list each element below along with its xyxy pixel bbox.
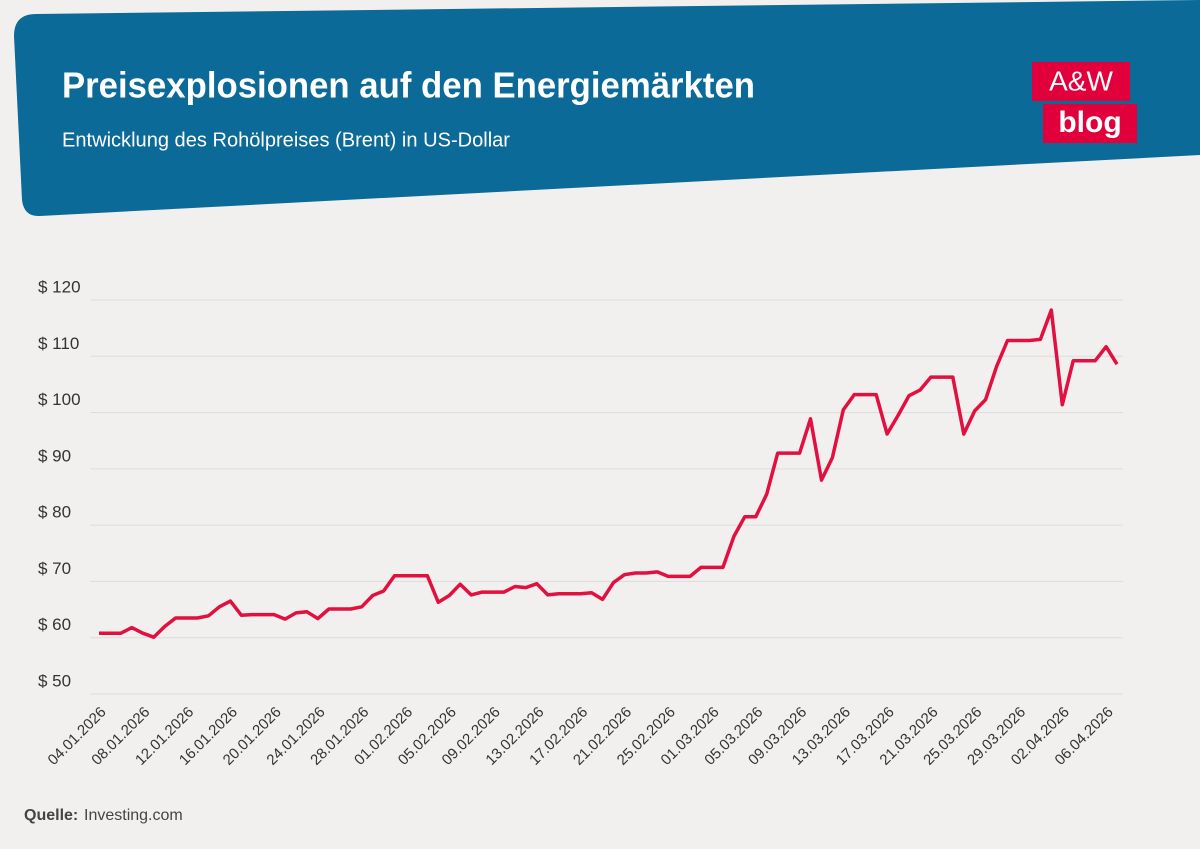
source-text: Investing.com: [84, 807, 183, 824]
logo-text: blog: [1058, 106, 1121, 139]
logo-box: [1043, 104, 1137, 143]
y-tick-label: $ 50: [38, 671, 71, 690]
y-tick-label: $ 80: [38, 503, 71, 522]
y-tick-label: $ 120: [38, 277, 81, 296]
y-tick-label: $ 70: [38, 559, 71, 578]
y-tick-label: $ 110: [38, 334, 79, 353]
y-tick-label: $ 90: [38, 446, 71, 465]
logo-text: A&W: [1049, 65, 1113, 96]
source-label: Quelle:: [24, 807, 78, 824]
price-line: [99, 308, 1119, 639]
title: Preisexplosionen auf den Energiemärkten: [62, 65, 755, 106]
logo-box: [1032, 62, 1130, 101]
y-tick-label: $ 60: [38, 615, 71, 634]
y-tick-label: $ 100: [38, 390, 81, 409]
header-banner: [14, 0, 1200, 217]
subtitle: Entwicklung des Rohölpreises (Brent) in …: [62, 129, 510, 151]
